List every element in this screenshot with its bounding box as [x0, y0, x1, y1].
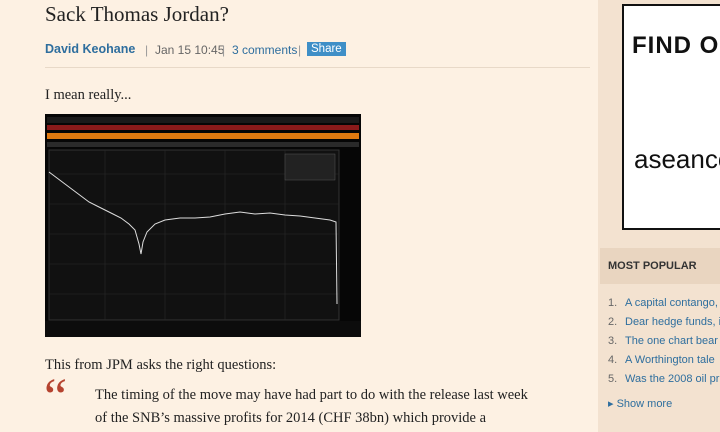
lead-text: This from JPM asks the right questions: — [45, 357, 277, 373]
item-number: 1. — [608, 297, 618, 309]
quote-mark: “ — [44, 369, 68, 426]
item-number: 5. — [608, 373, 618, 385]
item-number: 2. — [608, 316, 618, 328]
item-link[interactable]: A capital contango, — [625, 297, 718, 309]
advert-heading: FIND OUT — [632, 32, 720, 59]
item-link[interactable]: Was the 2008 oil pri — [625, 373, 720, 385]
most-popular-header — [600, 248, 720, 284]
chart-image — [45, 114, 361, 337]
item-link[interactable]: The one chart bear c — [625, 335, 720, 347]
separator: | — [145, 43, 149, 57]
share-button[interactable]: Share — [307, 42, 346, 56]
post-date: Jan 15 10:45 — [155, 43, 225, 57]
divider — [45, 67, 590, 68]
comments-link[interactable]: 3 comments — [232, 43, 298, 57]
intro-text: I mean really... — [45, 87, 132, 103]
item-number: 4. — [608, 354, 618, 366]
most-popular-title: MOST POPULAR — [608, 260, 697, 272]
show-more-link[interactable]: ▸ Show more — [608, 398, 673, 410]
advert-text: aseanco — [634, 144, 720, 174]
separator: | — [298, 43, 302, 57]
advert[interactable]: FIND OUT aseanco — [622, 4, 720, 230]
item-link[interactable]: Dear hedge funds, i — [625, 316, 720, 328]
quote-line: of the SNB’s massive profits for 2014 (C… — [95, 410, 487, 426]
separator: | — [222, 43, 226, 57]
item-link[interactable]: A Worthington tale — [625, 354, 715, 366]
quote-line: The timing of the move may have had part… — [95, 387, 528, 403]
author-link[interactable]: David Keohane — [45, 42, 136, 56]
article-title: Sack Thomas Jordan? — [45, 2, 229, 26]
item-number: 3. — [608, 335, 618, 347]
